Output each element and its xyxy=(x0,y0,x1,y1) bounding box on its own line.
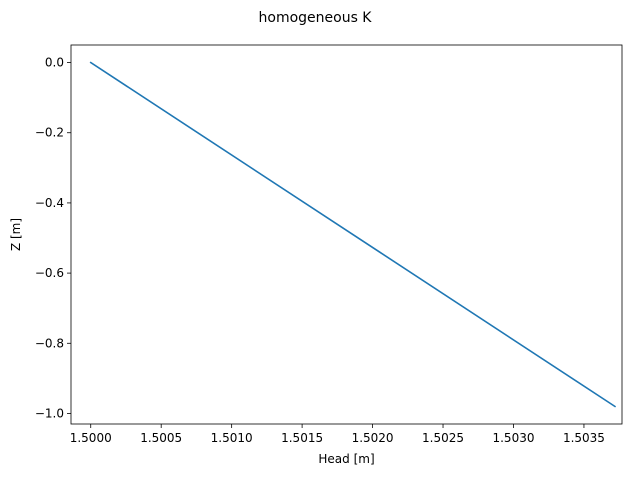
x-tick-label: 1.5010 xyxy=(211,431,253,445)
y-axis-label: Z [m] xyxy=(9,218,23,251)
x-tick-label: 1.5030 xyxy=(492,431,534,445)
x-tick-label: 1.5035 xyxy=(563,431,605,445)
x-tick-label: 1.5015 xyxy=(281,431,323,445)
chart-title: homogeneous K xyxy=(259,10,373,26)
y-tick-label: −0.8 xyxy=(35,336,64,350)
y-tick-label: −1.0 xyxy=(35,406,64,420)
series-line xyxy=(89,61,617,408)
y-tick-label: −0.4 xyxy=(35,196,64,210)
x-tick-label: 1.5000 xyxy=(70,431,112,445)
x-axis-ticks: 1.5000 1.5005 1.5010 1.5015 1.5020 1.5025 1.50… xyxy=(70,424,605,445)
y-tick-label: −0.6 xyxy=(35,266,64,280)
x-tick-label: 1.5025 xyxy=(422,431,464,445)
x-tick-label: 1.5005 xyxy=(140,431,182,445)
y-tick-label: −0.2 xyxy=(35,126,64,140)
y-axis-ticks: 0.0 −0.2 −0.4 −0.6 −0.8 −1.0 xyxy=(35,56,71,420)
x-axis-label: Head [m] xyxy=(318,452,374,466)
series-layer xyxy=(89,61,617,408)
y-tick-label: 0.0 xyxy=(45,56,64,70)
x-tick-label: 1.5020 xyxy=(352,431,394,445)
plot-area-frame xyxy=(70,44,623,425)
